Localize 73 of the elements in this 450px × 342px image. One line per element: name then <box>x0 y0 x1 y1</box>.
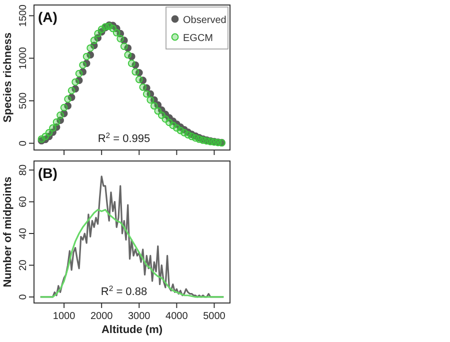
point <box>68 94 76 102</box>
point <box>68 86 76 94</box>
point <box>90 36 98 44</box>
point <box>56 112 64 119</box>
point <box>49 128 56 136</box>
y-tick-label: 1500 <box>18 4 29 27</box>
point <box>146 90 154 98</box>
annotation: (B) <box>38 165 58 181</box>
point <box>56 116 64 124</box>
point <box>72 78 80 86</box>
point <box>90 42 98 50</box>
x-tick-label: 3000 <box>128 311 151 322</box>
point <box>52 118 60 126</box>
point <box>120 42 128 50</box>
annotation: R$^{2}$ = 0.88 <box>100 284 148 298</box>
point <box>124 44 132 52</box>
point <box>135 68 143 76</box>
y-tick-label: 60 <box>18 196 29 208</box>
y-axis-title: Number of midpoints <box>2 176 14 288</box>
point <box>132 61 140 69</box>
y-tick-label: 1000 <box>18 46 29 70</box>
x-tick-label: 5000 <box>203 311 226 322</box>
x-tick-label: 4000 <box>166 311 188 322</box>
point <box>128 52 136 60</box>
point <box>64 102 72 110</box>
y-tick-label: 40 <box>18 228 29 240</box>
point <box>94 34 102 42</box>
x-tick-label: 2000 <box>90 311 114 322</box>
line-series <box>40 208 224 298</box>
point <box>75 70 83 78</box>
point <box>150 102 158 110</box>
point <box>49 124 56 132</box>
legend-label: EGCM <box>183 33 213 44</box>
point <box>112 24 120 32</box>
x-axis-title: Altitude (m) <box>101 324 163 336</box>
point <box>60 110 68 118</box>
point <box>154 101 162 109</box>
point <box>52 123 60 131</box>
point <box>139 76 147 84</box>
point <box>142 90 150 98</box>
point <box>72 85 80 93</box>
point <box>120 36 128 44</box>
point <box>135 76 143 84</box>
legend-label: Observed <box>183 15 226 26</box>
point <box>86 44 94 52</box>
y-tick-label: 0 <box>18 294 29 300</box>
point <box>79 61 87 69</box>
y-tick-label: 0 <box>18 140 29 146</box>
point <box>139 83 147 91</box>
point <box>64 95 72 103</box>
point <box>75 76 83 84</box>
point <box>60 104 68 112</box>
point <box>142 84 150 92</box>
point <box>82 60 90 68</box>
point <box>116 34 124 42</box>
y-axis-title: Species richness <box>2 32 14 122</box>
point <box>112 29 120 36</box>
y-tick-label: 20 <box>18 259 29 271</box>
x-tick-label: 1000 <box>52 311 76 322</box>
point <box>82 52 90 60</box>
annotation: (A) <box>38 9 58 25</box>
y-tick-label: 80 <box>18 164 29 176</box>
point <box>146 96 154 104</box>
point <box>124 51 132 59</box>
point <box>128 60 136 68</box>
point <box>116 30 124 38</box>
point <box>45 128 53 136</box>
point <box>79 68 87 76</box>
point <box>86 51 94 59</box>
point <box>132 68 140 76</box>
point <box>150 96 158 104</box>
annotation: R$^{2}$ = 0.995 <box>98 130 150 145</box>
y-tick-label: 500 <box>18 92 29 110</box>
